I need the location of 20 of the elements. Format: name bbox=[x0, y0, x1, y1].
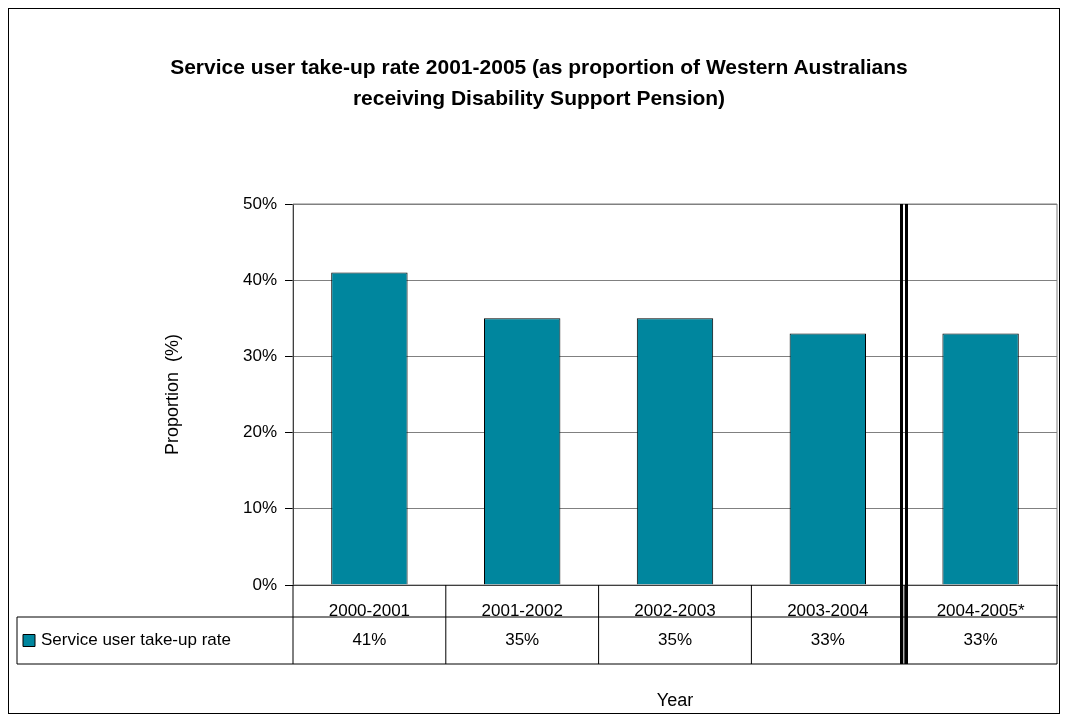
x-tick-label: 2000-2001 bbox=[328, 600, 411, 620]
legend-label: Service user take-up rate bbox=[41, 630, 231, 650]
x-tick-label: 2001-2002 bbox=[481, 600, 563, 620]
x-tick-label: 2004-2005* bbox=[936, 600, 1025, 620]
data-label: 35% bbox=[505, 630, 540, 650]
data-label: 33% bbox=[810, 630, 845, 650]
data-label: 41% bbox=[352, 630, 387, 650]
y-tick-label: 30% bbox=[242, 346, 277, 366]
x-tick-label: 2002-2003 bbox=[634, 600, 716, 620]
y-tick-label: 10% bbox=[242, 498, 277, 518]
x-axis-title: Year bbox=[656, 690, 694, 711]
chart-title: Service user take-up rate 2001-2005 (as proportion of Western Australians receiving Disability Support Pension) bbox=[169, 54, 909, 111]
data-label: 35% bbox=[657, 630, 693, 650]
y-tick-label: 0% bbox=[252, 574, 277, 594]
x-tick-label: 2003-2004 bbox=[787, 600, 869, 620]
y-axis-title: Proportion (%) bbox=[161, 333, 182, 456]
y-tick-label: 50% bbox=[242, 193, 277, 213]
y-tick-label: 20% bbox=[242, 422, 277, 442]
data-label: 33% bbox=[963, 630, 998, 650]
y-tick-label: 40% bbox=[242, 269, 277, 289]
